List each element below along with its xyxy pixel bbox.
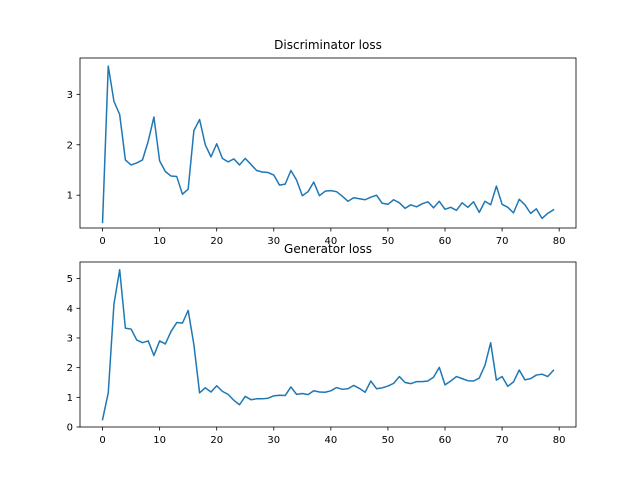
generator-loss-x-tick-label: 70 xyxy=(496,435,509,446)
discriminator-loss-title: Discriminator loss xyxy=(274,38,382,52)
generator-loss-x-tick-label: 50 xyxy=(382,435,395,446)
discriminator-loss-series-line xyxy=(101,65,555,224)
discriminator-loss-x-tick-label: 0 xyxy=(99,236,105,247)
discriminator-loss-x-tick-label: 30 xyxy=(267,236,280,247)
generator-loss-x-tick-label: 20 xyxy=(210,435,223,446)
discriminator-loss-y-tick-label: 1 xyxy=(67,191,73,202)
discriminator-loss-x-tick-label: 40 xyxy=(324,236,337,247)
discriminator-loss-y-tick-label: 2 xyxy=(67,140,73,151)
generator-loss-series-line xyxy=(101,268,555,421)
generator-loss-x-tick-label: 60 xyxy=(439,435,452,446)
generator-loss-y-tick-label: 0 xyxy=(67,423,73,434)
discriminator-loss-panel: 0 10 20 30 40 50 60 70 80 1 2 3 Discriminator loss xyxy=(67,38,577,247)
generator-loss-y-tick-label: 3 xyxy=(67,333,73,344)
discriminator-loss-axes-frame xyxy=(79,57,577,229)
discriminator-loss-x-tick-label: 50 xyxy=(382,236,395,247)
generator-loss-title: Generator loss xyxy=(284,242,372,256)
discriminator-loss-x-tick-label: 60 xyxy=(439,236,452,247)
discriminator-loss-x-tick-label: 80 xyxy=(553,236,566,247)
discriminator-loss-x-tick-label: 10 xyxy=(153,236,166,247)
generator-loss-x-tick-label: 0 xyxy=(99,435,105,446)
generator-loss-y-tick-label: 2 xyxy=(67,363,73,374)
discriminator-loss-x-tick-label: 20 xyxy=(210,236,223,247)
generator-loss-axes-frame xyxy=(79,261,577,428)
generator-loss-x-tick-label: 30 xyxy=(267,435,280,446)
discriminator-loss-y-tick-label: 3 xyxy=(67,90,73,101)
generator-loss-y-tick-label: 1 xyxy=(67,393,73,404)
generator-loss-panel: 0 10 20 30 40 50 60 70 80 0 1 2 3 4 5 Generator loss xyxy=(67,242,577,446)
generator-loss-y-tick-label: 5 xyxy=(67,274,73,285)
generator-loss-y-tick-label: 4 xyxy=(67,304,73,315)
generator-loss-x-tick-label: 40 xyxy=(324,435,337,446)
discriminator-loss-x-tick-label: 70 xyxy=(496,236,509,247)
generator-loss-x-tick-label: 10 xyxy=(153,435,166,446)
generator-loss-x-tick-label: 80 xyxy=(553,435,566,446)
